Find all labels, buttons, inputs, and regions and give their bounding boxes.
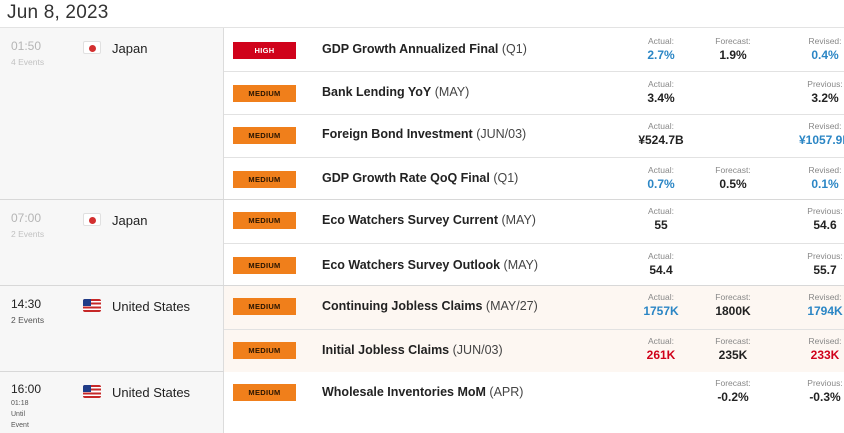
forecast-value: 0.5% bbox=[719, 177, 747, 191]
actual-stat: Actual: 261K bbox=[606, 335, 716, 363]
event-row[interactable]: MEDIUM Eco Watchers Survey Outlook (MAY)… bbox=[224, 243, 844, 286]
event-title[interactable]: GDP Growth Annualized Final (Q1) bbox=[322, 42, 527, 56]
previous-stat: Previous: -0.3% bbox=[770, 377, 844, 405]
event-row[interactable]: MEDIUM Foreign Bond Investment (JUN/03) … bbox=[224, 114, 844, 157]
event-group: 16:00 01:18 Until Event United States ME… bbox=[0, 372, 844, 433]
group-info: 07:00 2 Events Japan bbox=[0, 200, 224, 285]
revised-value: ¥1057.9B bbox=[798, 133, 844, 147]
event-time: 14:30 bbox=[11, 297, 42, 311]
event-count: 2 Events bbox=[11, 315, 45, 325]
actual-value: 1757K bbox=[643, 304, 679, 318]
forecast-stat: Forecast: 235K bbox=[678, 335, 788, 363]
country-name: Japan bbox=[112, 41, 148, 56]
impact-badge: MEDIUM bbox=[233, 384, 296, 401]
actual-value: 0.7% bbox=[647, 177, 675, 191]
actual-stat: Actual: ¥524.7B bbox=[606, 120, 716, 148]
country-name: United States bbox=[112, 385, 191, 400]
actual-stat: Actual: 1757K bbox=[606, 291, 716, 319]
event-count: 4 Events bbox=[11, 57, 45, 67]
impact-badge: HIGH bbox=[233, 42, 296, 59]
actual-value: 3.4% bbox=[647, 91, 675, 105]
impact-badge: MEDIUM bbox=[233, 342, 296, 359]
country-name: Japan bbox=[112, 213, 148, 228]
countdown: 01:18 Until Event bbox=[11, 400, 29, 429]
previous-value: 54.6 bbox=[813, 218, 837, 232]
event-row[interactable]: MEDIUM Continuing Jobless Claims (MAY/27… bbox=[224, 286, 844, 329]
event-count: 2 Events bbox=[11, 229, 45, 239]
event-group: 14:30 2 Events United States MEDIUM Cont… bbox=[0, 286, 844, 372]
actual-value: 54.4 bbox=[649, 263, 673, 277]
event-group: 01:50 4 Events Japan HIGH GDP Growth Ann… bbox=[0, 28, 844, 200]
event-group: 07:00 2 Events Japan MEDIUM Eco Watchers… bbox=[0, 200, 844, 286]
event-title[interactable]: Bank Lending YoY (MAY) bbox=[322, 85, 470, 99]
previous-value: 55.7 bbox=[813, 263, 837, 277]
event-row[interactable]: MEDIUM GDP Growth Rate QoQ Final (Q1) Ac… bbox=[224, 157, 844, 200]
revised-stat: Revised: 0.4% bbox=[770, 35, 844, 63]
event-time: 07:00 bbox=[11, 211, 42, 225]
actual-stat: Actual: 0.7% bbox=[606, 164, 716, 192]
event-row[interactable]: MEDIUM Bank Lending YoY (MAY) Actual: 3.4… bbox=[224, 71, 844, 114]
forecast-value: 235K bbox=[718, 348, 748, 362]
impact-badge: MEDIUM bbox=[233, 85, 296, 102]
impact-badge: MEDIUM bbox=[233, 298, 296, 315]
event-row[interactable]: MEDIUM Wholesale Inventories MoM (APR) F… bbox=[224, 372, 844, 415]
calendar-date: Jun 8, 2023 bbox=[7, 2, 109, 23]
event-title[interactable]: Continuing Jobless Claims (MAY/27) bbox=[322, 299, 538, 313]
group-info: 14:30 2 Events United States bbox=[0, 286, 224, 371]
previous-value: 3.2% bbox=[811, 91, 839, 105]
actual-stat: Actual: 55 bbox=[606, 205, 716, 233]
event-time: 01:50 bbox=[11, 39, 42, 53]
revised-stat: Revised: 233K bbox=[770, 335, 844, 363]
revised-value: 233K bbox=[810, 348, 840, 362]
actual-value: ¥524.7B bbox=[638, 133, 684, 147]
date-header: Jun 8, 2023 bbox=[0, 0, 844, 28]
impact-badge: MEDIUM bbox=[233, 212, 296, 229]
actual-value: 55 bbox=[654, 218, 668, 232]
previous-stat: Previous: 55.7 bbox=[770, 250, 844, 278]
previous-stat: Previous: 54.6 bbox=[770, 205, 844, 233]
actual-stat: Actual: 3.4% bbox=[606, 78, 716, 106]
actual-stat: Actual: 54.4 bbox=[606, 250, 716, 278]
revised-value: 0.4% bbox=[811, 48, 839, 62]
forecast-stat: Forecast: 1800K bbox=[678, 291, 788, 319]
event-row[interactable]: MEDIUM Eco Watchers Survey Current (MAY)… bbox=[224, 200, 844, 243]
revised-stat: Revised: 0.1% bbox=[770, 164, 844, 192]
forecast-stat: Forecast: 1.9% bbox=[678, 35, 788, 63]
event-title[interactable]: Foreign Bond Investment (JUN/03) bbox=[322, 127, 527, 141]
forecast-value: 1.9% bbox=[719, 48, 747, 62]
previous-stat: Previous: 3.2% bbox=[770, 78, 844, 106]
forecast-stat: Forecast: -0.2% bbox=[678, 377, 788, 405]
revised-value: 1794K bbox=[807, 304, 843, 318]
revised-stat: Revised: 1794K bbox=[770, 291, 844, 319]
revised-stat: Revised:¥1057.9B bbox=[770, 120, 844, 148]
revised-value: 0.1% bbox=[811, 177, 839, 191]
forecast-value: 1800K bbox=[715, 304, 751, 318]
group-info: 01:50 4 Events Japan bbox=[0, 28, 224, 199]
event-row[interactable]: HIGH GDP Growth Annualized Final (Q1) Ac… bbox=[224, 28, 844, 71]
event-row[interactable]: MEDIUM Initial Jobless Claims (JUN/03) A… bbox=[224, 329, 844, 372]
event-title[interactable]: Wholesale Inventories MoM (APR) bbox=[322, 385, 524, 399]
impact-badge: MEDIUM bbox=[233, 171, 296, 188]
group-info: 16:00 01:18 Until Event United States bbox=[0, 372, 224, 433]
event-time: 16:00 bbox=[11, 382, 42, 396]
impact-badge: MEDIUM bbox=[233, 127, 296, 144]
actual-value: 2.7% bbox=[647, 48, 675, 62]
us-flag-icon bbox=[83, 299, 101, 312]
us-flag-icon bbox=[83, 385, 101, 398]
event-title[interactable]: GDP Growth Rate QoQ Final (Q1) bbox=[322, 171, 519, 185]
forecast-stat: Forecast: 0.5% bbox=[678, 164, 788, 192]
event-title[interactable]: Eco Watchers Survey Outlook (MAY) bbox=[322, 258, 539, 272]
japan-flag-icon bbox=[83, 213, 101, 226]
actual-value: 261K bbox=[646, 348, 676, 362]
forecast-value: -0.2% bbox=[717, 390, 749, 404]
event-title[interactable]: Eco Watchers Survey Current (MAY) bbox=[322, 213, 536, 227]
impact-badge: MEDIUM bbox=[233, 257, 296, 274]
previous-value: -0.3% bbox=[809, 390, 841, 404]
event-title[interactable]: Initial Jobless Claims (JUN/03) bbox=[322, 343, 503, 357]
country-name: United States bbox=[112, 299, 191, 314]
japan-flag-icon bbox=[83, 41, 101, 54]
actual-stat: Actual: 2.7% bbox=[606, 35, 716, 63]
